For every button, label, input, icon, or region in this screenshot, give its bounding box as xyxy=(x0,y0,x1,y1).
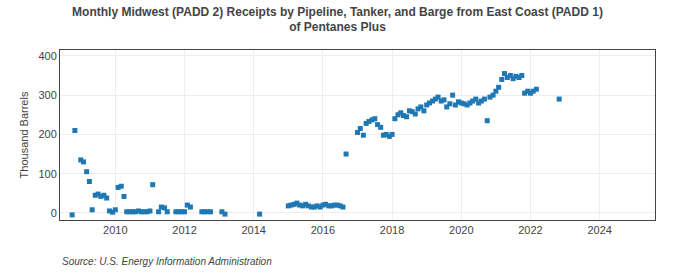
svg-text:100: 100 xyxy=(38,168,56,180)
svg-text:2016: 2016 xyxy=(311,224,335,236)
svg-text:Thousand Barrels: Thousand Barrels xyxy=(18,91,30,178)
svg-text:400: 400 xyxy=(38,50,56,62)
svg-text:0: 0 xyxy=(51,207,57,219)
svg-text:2010: 2010 xyxy=(103,224,127,236)
svg-text:2022: 2022 xyxy=(518,224,542,236)
svg-text:200: 200 xyxy=(38,128,56,140)
svg-text:Monthly Midwest (PADD 2) Recei: Monthly Midwest (PADD 2) Receipts by Pip… xyxy=(72,5,603,35)
svg-text:Source: U.S. Energy Informatio: Source: U.S. Energy Information Administ… xyxy=(62,256,272,267)
svg-text:2024: 2024 xyxy=(587,224,611,236)
svg-text:300: 300 xyxy=(38,89,56,101)
svg-text:2012: 2012 xyxy=(172,224,196,236)
svg-text:2014: 2014 xyxy=(241,224,265,236)
svg-text:2018: 2018 xyxy=(380,224,404,236)
svg-text:2020: 2020 xyxy=(449,224,473,236)
